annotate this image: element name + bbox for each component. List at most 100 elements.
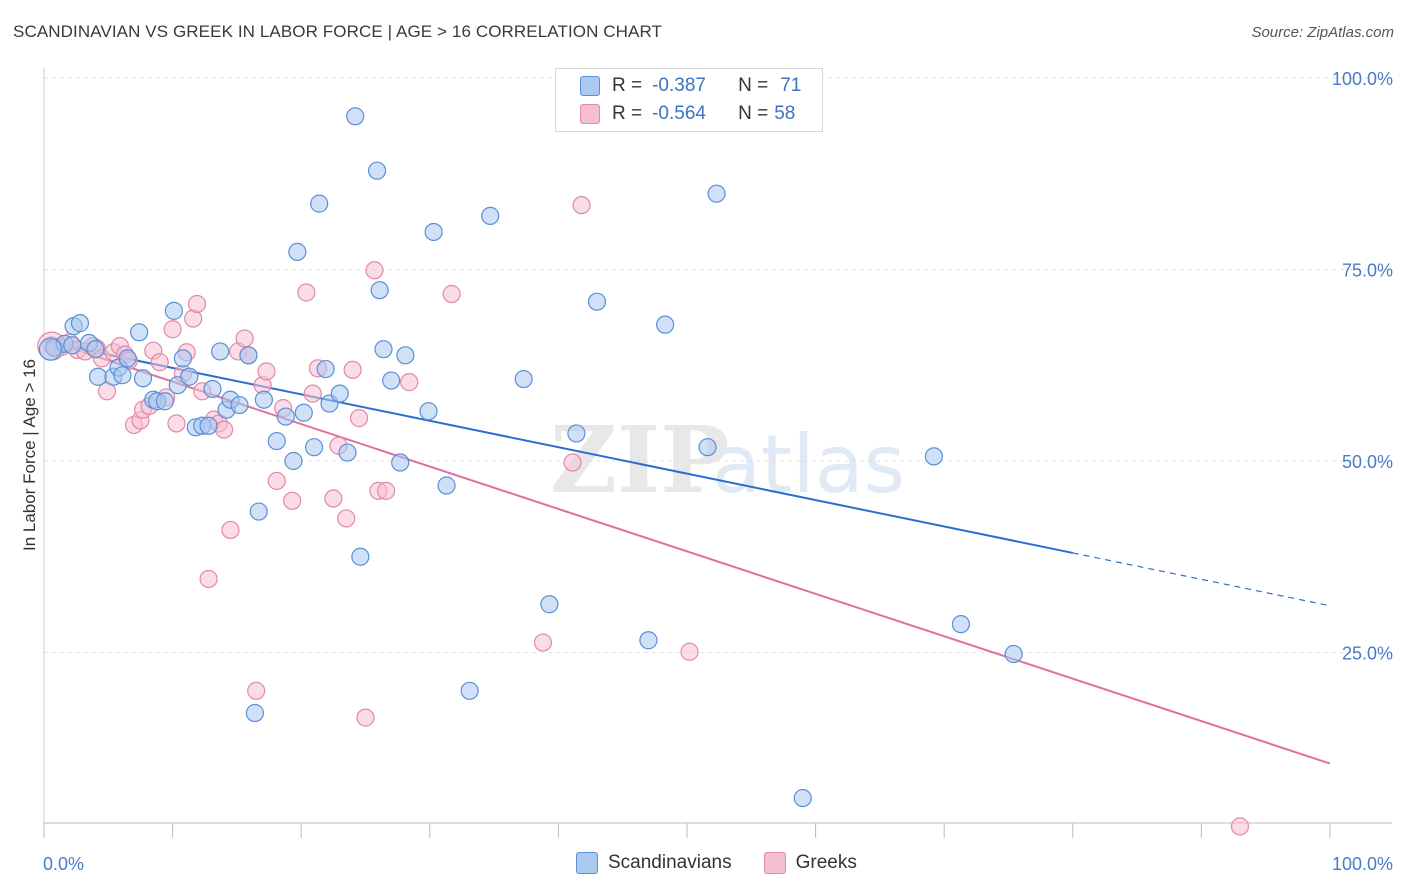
legend-r-value: -0.564 [652, 103, 706, 124]
scandinavians-point [113, 366, 132, 385]
greeks-point [442, 284, 461, 304]
y-tick-label: 100.0% [1332, 69, 1393, 89]
x-ticks [43, 823, 1331, 838]
legend-r-label: R = [612, 103, 643, 124]
greeks-point [235, 329, 254, 348]
scandinavians-point [460, 681, 479, 700]
y-tick-label: 75.0% [1342, 261, 1393, 281]
scandinavians-point [86, 340, 105, 359]
legend-n-label: N = [738, 75, 769, 96]
scandinavians-point [351, 547, 370, 566]
scandinavians-point [63, 336, 82, 355]
scandinavians-point [346, 107, 365, 126]
x-tick-labels: 0.0% 100.0% [43, 854, 1393, 874]
chart-title: SCANDINAVIAN VS GREEK IN LABOR FORCE | A… [13, 22, 663, 41]
scandinavians-point [118, 349, 137, 368]
greeks-point [221, 520, 240, 540]
scandinavians-point [419, 402, 438, 421]
greeks-point [349, 409, 369, 428]
greeks-point [163, 320, 182, 339]
greeks-point [303, 384, 322, 403]
scandinavians-point [481, 206, 500, 225]
greeks-point [214, 420, 234, 439]
legend-row-scandinavians: R = -0.387 N = 71 [580, 73, 801, 99]
watermark: ZIP atlas [550, 406, 905, 514]
legend-item-greeks[interactable]: Greeks [763, 852, 857, 874]
greeks-point [187, 294, 207, 314]
legend-swatch-pink [580, 104, 600, 124]
scandinavians-point [330, 384, 349, 403]
scandinavians-point [155, 392, 174, 411]
scandinavians-point [951, 615, 971, 634]
greeks-points [37, 196, 1250, 836]
watermark-atlas: atlas [712, 418, 905, 511]
greeks-point [167, 414, 186, 433]
legend-n-value: 58 [774, 103, 796, 124]
greeks-point [356, 708, 375, 727]
legend-n-value: 71 [780, 75, 802, 96]
scandinavians-point [698, 438, 717, 457]
scandinavians-point [382, 371, 401, 390]
scandinavians-point [88, 367, 108, 386]
greeks-point [283, 491, 302, 510]
x-tick-label: 100.0% [1332, 854, 1393, 874]
legend-label-scandinavians: Scandinavians [608, 852, 732, 873]
scandinavians-point [396, 346, 415, 365]
scandinavians-point [587, 292, 607, 311]
scandinavians-point [254, 390, 274, 409]
greeks-point [365, 261, 384, 280]
scandinavians-point [249, 502, 268, 521]
legend-n-label: N = [738, 103, 769, 124]
scandinavians-point [540, 595, 559, 614]
legend-r-value: -0.387 [652, 75, 706, 96]
scandinavians-point [367, 161, 387, 180]
scandinavians-point [284, 451, 303, 471]
greeks-point [297, 283, 316, 302]
y-tick-labels: 25.0% 50.0% 75.0% 100.0% [1332, 69, 1393, 664]
scandinavians-point [211, 342, 230, 361]
scandinavians-trend-extension [1072, 552, 1331, 607]
y-tick-label: 50.0% [1342, 452, 1393, 472]
scandinavians-point [567, 424, 586, 443]
scandinavians-point [924, 447, 944, 466]
scandinavians-point [310, 194, 329, 213]
scandinavians-point [707, 184, 726, 203]
legend-item-scandinavians[interactable]: Scandinavians [576, 852, 732, 874]
scandinavians-point [288, 242, 307, 261]
scandinavians-point [338, 443, 357, 462]
greeks-trend-line [43, 338, 1331, 765]
scandinavians-point [793, 788, 812, 808]
trend-lines [43, 338, 1331, 765]
scandinavians-point [38, 337, 63, 361]
scandinavians-point [245, 703, 265, 723]
scandinavians-points [38, 107, 1023, 808]
scandinavians-point [173, 349, 192, 368]
scandinavians-point [437, 476, 456, 495]
grid-lines [44, 77, 1392, 653]
scandinavians-trend-line [43, 340, 1074, 554]
scandinavians-point [304, 438, 324, 457]
scandinavians-point [514, 369, 533, 389]
legend-swatch-blue [580, 76, 600, 96]
scandinavians-point [130, 323, 149, 342]
legend-swatch-blue [576, 852, 598, 874]
scandinavians-point [391, 453, 410, 472]
legend-label-greeks: Greeks [795, 852, 857, 873]
y-axis-label: In Labor Force | Age > 16 [20, 359, 39, 551]
greeks-point [376, 481, 396, 500]
legend-row-greeks: R = -0.564 N = 58 [580, 101, 795, 127]
axes [43, 68, 1392, 824]
greeks-point [150, 353, 169, 372]
greeks-point [199, 569, 218, 589]
y-tick-label: 25.0% [1342, 644, 1393, 664]
scandinavians-point [370, 281, 389, 300]
chart-source: Source: ZipAtlas.com [1251, 24, 1394, 41]
scandinavians-point [180, 367, 199, 386]
scandinavians-point [267, 431, 286, 451]
greeks-point [247, 681, 266, 700]
greeks-point [257, 362, 276, 381]
greeks-point [324, 489, 343, 508]
scandinavians-point [294, 403, 313, 422]
x-tick-label: 0.0% [43, 854, 84, 874]
